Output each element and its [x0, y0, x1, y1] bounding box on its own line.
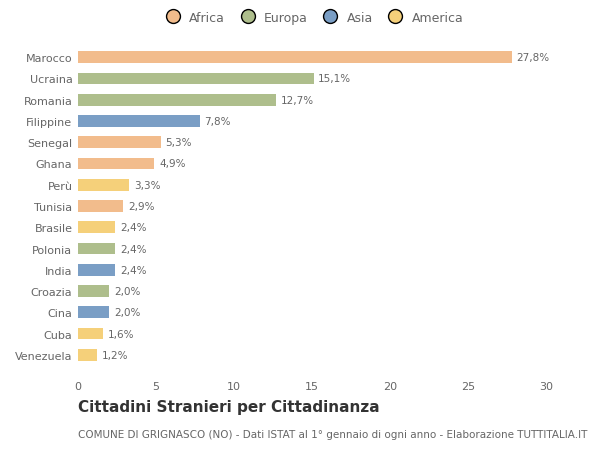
Text: 27,8%: 27,8% — [517, 53, 550, 63]
Text: 2,4%: 2,4% — [120, 265, 146, 275]
Bar — [78, 73, 314, 85]
Bar — [78, 222, 115, 234]
Text: 5,3%: 5,3% — [166, 138, 192, 148]
Bar — [78, 328, 103, 340]
Bar — [78, 243, 115, 255]
Text: 2,0%: 2,0% — [114, 308, 140, 318]
Bar — [78, 158, 154, 170]
Text: 2,4%: 2,4% — [120, 244, 146, 254]
Text: 2,9%: 2,9% — [128, 202, 154, 212]
Bar — [78, 137, 161, 149]
Text: 1,2%: 1,2% — [101, 350, 128, 360]
Text: COMUNE DI GRIGNASCO (NO) - Dati ISTAT al 1° gennaio di ogni anno - Elaborazione : COMUNE DI GRIGNASCO (NO) - Dati ISTAT al… — [78, 429, 587, 439]
Text: 2,0%: 2,0% — [114, 286, 140, 297]
Bar — [78, 307, 109, 319]
Bar — [78, 116, 200, 128]
Bar — [78, 179, 130, 191]
Bar — [78, 201, 123, 213]
Bar — [78, 52, 512, 64]
Text: 7,8%: 7,8% — [205, 117, 231, 127]
Text: Cittadini Stranieri per Cittadinanza: Cittadini Stranieri per Cittadinanza — [78, 399, 380, 414]
Bar — [78, 349, 97, 361]
Text: 15,1%: 15,1% — [318, 74, 352, 84]
Text: 12,7%: 12,7% — [281, 95, 314, 106]
Text: 1,6%: 1,6% — [107, 329, 134, 339]
Legend: Africa, Europa, Asia, America: Africa, Europa, Asia, America — [158, 9, 466, 27]
Bar — [78, 264, 115, 276]
Text: 3,3%: 3,3% — [134, 180, 161, 190]
Bar — [78, 285, 109, 297]
Bar — [78, 95, 276, 106]
Text: 2,4%: 2,4% — [120, 223, 146, 233]
Text: 4,9%: 4,9% — [159, 159, 185, 169]
